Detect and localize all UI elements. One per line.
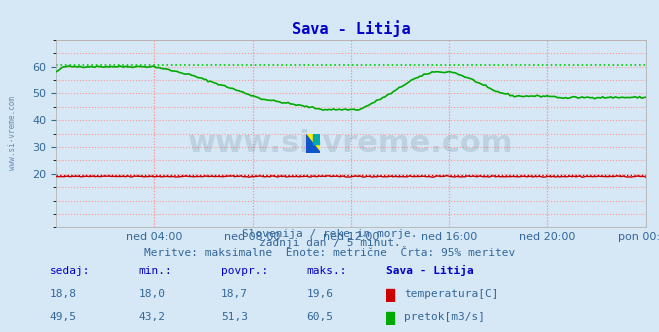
Text: maks.:: maks.: bbox=[306, 266, 347, 276]
Text: temperatura[C]: temperatura[C] bbox=[404, 289, 498, 299]
Bar bbox=[386, 289, 394, 301]
Text: Meritve: maksimalne  Enote: metrične  Črta: 95% meritev: Meritve: maksimalne Enote: metrične Črta… bbox=[144, 248, 515, 258]
Text: www.si-vreme.com: www.si-vreme.com bbox=[188, 128, 513, 157]
Text: www.si-vreme.com: www.si-vreme.com bbox=[8, 96, 17, 170]
Polygon shape bbox=[313, 134, 320, 143]
Text: povpr.:: povpr.: bbox=[221, 266, 268, 276]
Text: 51,3: 51,3 bbox=[221, 312, 248, 322]
Text: min.:: min.: bbox=[138, 266, 172, 276]
Text: 19,6: 19,6 bbox=[306, 289, 333, 299]
Polygon shape bbox=[306, 134, 320, 153]
Title: Sava - Litija: Sava - Litija bbox=[291, 21, 411, 37]
Text: 60,5: 60,5 bbox=[306, 312, 333, 322]
Text: 18,8: 18,8 bbox=[49, 289, 76, 299]
Polygon shape bbox=[306, 134, 320, 153]
Text: 43,2: 43,2 bbox=[138, 312, 165, 322]
Text: 18,0: 18,0 bbox=[138, 289, 165, 299]
Bar bbox=[386, 312, 394, 324]
Text: Sava - Litija: Sava - Litija bbox=[386, 265, 473, 276]
Text: zadnji dan / 5 minut.: zadnji dan / 5 minut. bbox=[258, 238, 401, 248]
Text: Slovenija / reke in morje.: Slovenija / reke in morje. bbox=[242, 229, 417, 239]
Text: 49,5: 49,5 bbox=[49, 312, 76, 322]
Text: sedaj:: sedaj: bbox=[49, 266, 90, 276]
Text: 18,7: 18,7 bbox=[221, 289, 248, 299]
Text: pretok[m3/s]: pretok[m3/s] bbox=[404, 312, 485, 322]
